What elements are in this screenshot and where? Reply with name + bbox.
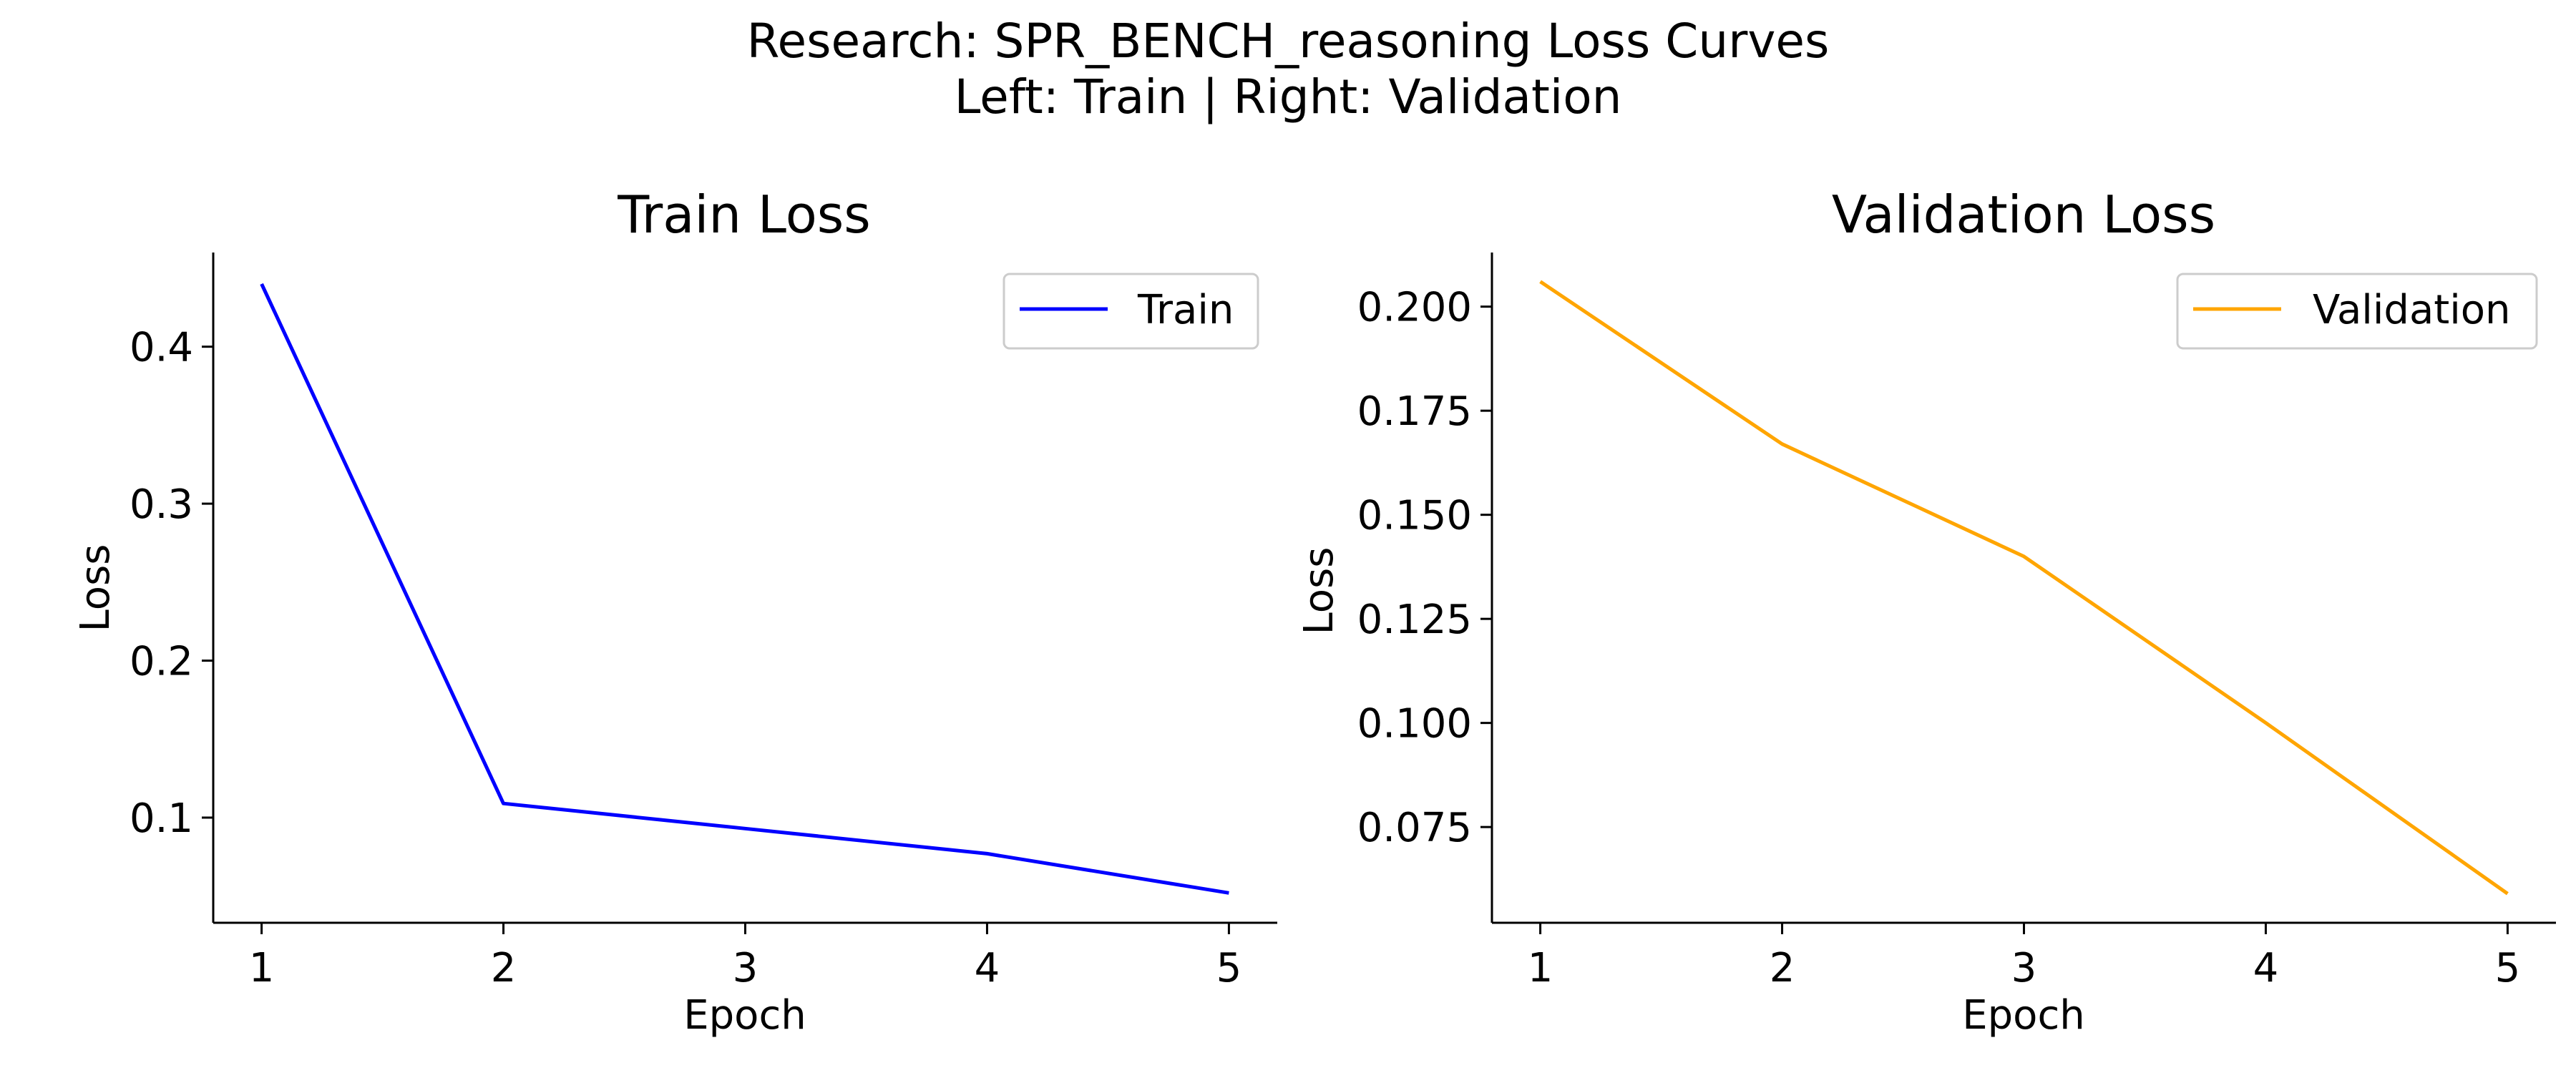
train-x-tick-label: 4 bbox=[975, 945, 1000, 991]
train-y-tick-label: 0.1 bbox=[130, 795, 193, 842]
validation-legend-label: Validation bbox=[2313, 287, 2511, 333]
validation-y-tick-label: 0.150 bbox=[1357, 493, 1472, 539]
validation-loss-chart: Validation Loss 1 2 3 4 5 0.075 0.100 0.125 0.15… bbox=[1296, 185, 2556, 1039]
validation-x-axis-label: Epoch bbox=[1962, 992, 2084, 1039]
figure-title-line-1: Research: SPR_BENCH_reasoning Loss Curve… bbox=[747, 14, 1830, 69]
validation-loss-line bbox=[1539, 280, 2509, 896]
validation-x-tick-label: 4 bbox=[2253, 945, 2279, 991]
figure-title-line-2: Left: Train | Right: Validation bbox=[955, 69, 1622, 124]
train-x-tick-label: 5 bbox=[1216, 945, 1242, 991]
validation-y-tick-label: 0.200 bbox=[1357, 285, 1472, 331]
validation-x-tick-label: 1 bbox=[1528, 945, 1553, 991]
validation-legend: Validation bbox=[2176, 273, 2538, 350]
validation-y-tick-label: 0.075 bbox=[1357, 805, 1472, 851]
validation-chart-title: Validation Loss bbox=[1832, 185, 2215, 245]
validation-y-tick-label: 0.175 bbox=[1357, 388, 1472, 435]
train-ticks: 1 2 3 4 5 0.1 0.2 0.3 0.4 bbox=[130, 325, 1241, 991]
train-loss-chart: Train Loss 1 2 3 4 50.10.20.30.4 Epoch Loss … bbox=[72, 185, 1277, 1039]
train-x-tick-label: 3 bbox=[733, 945, 758, 991]
train-loss-line bbox=[260, 283, 1229, 895]
train-x-axis-label: Epoch bbox=[683, 992, 806, 1039]
train-x-tick-label: 1 bbox=[249, 945, 275, 991]
train-y-axis-label: Loss bbox=[72, 544, 119, 632]
validation-y-axis-label: Loss bbox=[1296, 547, 1342, 635]
validation-y-tick-label: 0.125 bbox=[1357, 597, 1472, 643]
train-legend-label: Train bbox=[1137, 287, 1234, 333]
validation-x-tick-label: 2 bbox=[1770, 945, 1795, 991]
train-y-tick-label: 0.2 bbox=[130, 639, 193, 685]
validation-y-tick-label: 0.100 bbox=[1357, 701, 1472, 748]
train-y-tick-label: 0.4 bbox=[130, 325, 193, 371]
train-legend: Train bbox=[1002, 273, 1259, 350]
train-chart-title: Train Loss bbox=[617, 185, 871, 245]
train-y-tick-label: 0.3 bbox=[130, 481, 193, 528]
train-series bbox=[260, 283, 1229, 895]
validation-ticks: 1 2 3 4 5 0.075 0.100 0.125 0.150 0.175 0.200 bbox=[1357, 285, 2521, 991]
validation-series bbox=[1539, 280, 2509, 896]
train-x-tick-label: 2 bbox=[491, 945, 517, 991]
validation-legend-box bbox=[2176, 273, 2538, 350]
validation-x-tick-label: 5 bbox=[2495, 945, 2521, 991]
validation-x-tick-label: 3 bbox=[2011, 945, 2037, 991]
train-legend-box bbox=[1002, 273, 1259, 350]
